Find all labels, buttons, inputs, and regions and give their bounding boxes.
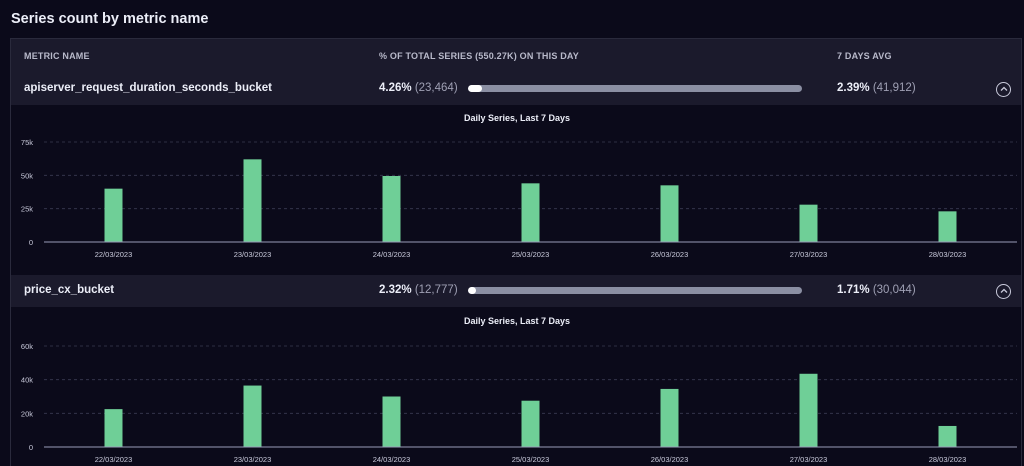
column-header-metric-name[interactable]: METRIC NAME [24,51,90,61]
x-tick-label: 23/03/2023 [234,455,272,464]
column-header-pct-total[interactable]: % OF TOTAL SERIES (550.27K) ON THIS DAY [379,51,580,61]
pct-progress-fill [468,85,483,92]
x-tick-label: 26/03/2023 [651,250,689,259]
page-title: Series count by metric name [11,11,209,27]
y-tick-label: 50k [21,171,33,180]
metric-name: apiserver_request_duration_seconds_bucke… [24,82,272,94]
chart-bar [938,425,957,447]
chart-bar [521,400,540,447]
avg-value: 2.39% (41,912) [837,82,916,94]
chart-title: Daily Series, Last 7 Days [464,316,570,326]
pct-total-value: 4.26% (23,464) [379,82,458,94]
y-tick-label: 25k [21,205,33,214]
y-tick-label: 20k [21,409,33,418]
x-tick-label: 25/03/2023 [512,455,550,464]
chart-bar [104,188,123,242]
pct-progress-bar [468,85,802,92]
x-tick-label: 28/03/2023 [929,455,967,464]
chart-bar [243,159,262,242]
column-header-avg[interactable]: 7 DAYS AVG [837,51,892,61]
y-tick-label: 40k [21,376,33,385]
pct-progress-bar [468,287,802,294]
x-tick-label: 24/03/2023 [373,455,411,464]
x-tick-label: 28/03/2023 [929,250,967,259]
x-tick-label: 26/03/2023 [651,455,689,464]
avg-value: 1.71% (30,044) [837,284,916,296]
y-tick-label: 0 [29,443,33,452]
chart-bar [104,409,123,447]
chart-bar [521,183,540,242]
chevron-up-icon[interactable] [996,284,1011,299]
x-tick-label: 27/03/2023 [790,455,828,464]
x-tick-label: 22/03/2023 [95,455,133,464]
chart-bar [799,204,818,242]
x-tick-label: 24/03/2023 [373,250,411,259]
table-row[interactable]: apiserver_request_duration_seconds_bucke… [11,73,1021,105]
x-tick-label: 27/03/2023 [790,250,828,259]
table-row[interactable]: price_cx_bucket 2.32% (12,777) 1.71% (30… [11,275,1021,307]
chevron-up-icon[interactable] [996,82,1011,97]
y-tick-label: 0 [29,238,33,247]
chart-title: Daily Series, Last 7 Days [464,113,570,123]
daily-series-chart-svg: Daily Series, Last 7 Days 0 20k 40k 60k 22/03… [21,316,1017,464]
chart-bar [660,185,679,242]
x-tick-label: 23/03/2023 [234,250,272,259]
chart-bar [660,388,679,447]
table-header: METRIC NAME % OF TOTAL SERIES (550.27K) … [11,39,1021,73]
chart-bar [799,373,818,447]
pct-progress-fill [468,287,476,294]
chart-bar [243,385,262,447]
metrics-table: METRIC NAME % OF TOTAL SERIES (550.27K) … [10,38,1022,466]
y-tick-label: 75k [21,138,33,147]
daily-series-chart-svg: Daily Series, Last 7 Days 0 25k 50k 75k 22/03… [21,113,1017,259]
daily-series-chart: Daily Series, Last 7 Days 0 25k 50k 75k 22/03… [11,105,1021,275]
chart-bar [382,176,401,242]
metric-name: price_cx_bucket [24,284,115,296]
y-tick-label: 60k [21,342,33,351]
chart-bar [382,396,401,447]
daily-series-chart: Daily Series, Last 7 Days 0 20k 40k 60k 22/03… [11,307,1021,466]
x-tick-label: 22/03/2023 [95,250,133,259]
x-tick-label: 25/03/2023 [512,250,550,259]
chart-bar [938,211,957,242]
pct-total-value: 2.32% (12,777) [379,284,458,296]
